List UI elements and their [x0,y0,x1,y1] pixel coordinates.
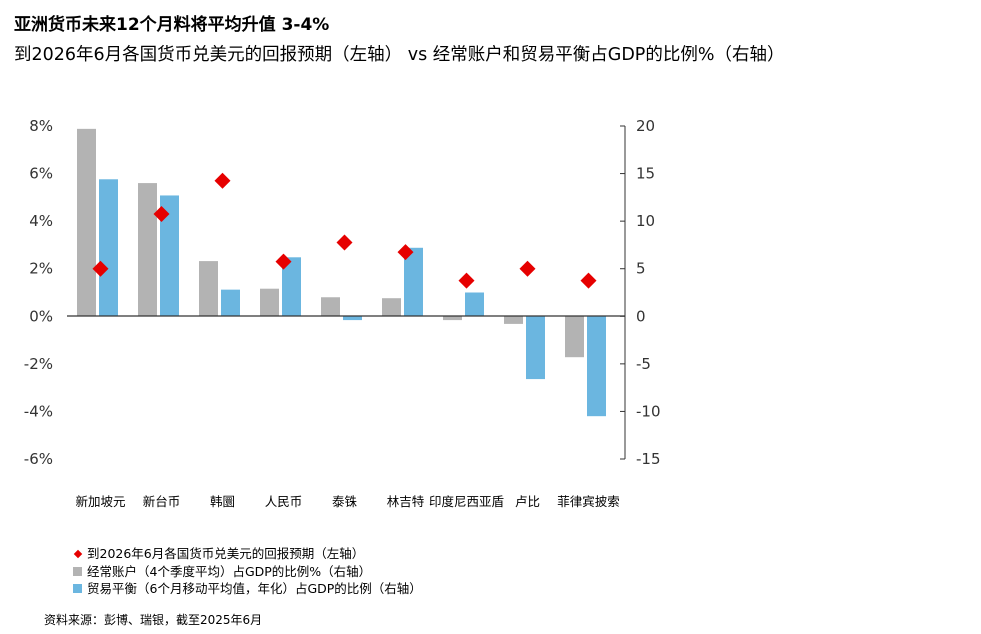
return-diamond-marker [580,272,597,289]
return-diamond-marker [397,244,414,261]
category-label: 菲律宾披索 [557,494,620,509]
right-axis-tick-label: -5 [636,355,651,373]
return-diamond-marker [519,260,536,277]
current-account-bar [77,128,96,316]
category-label: 印度尼西亚盾 [429,494,504,509]
current-account-bar [504,316,523,324]
left-axis-tick-label: 2% [29,260,53,278]
left-axis-tick-label: -4% [24,402,53,420]
right-axis-tick-label: 20 [636,117,655,135]
left-axis-tick-label: 4% [29,212,53,230]
return-diamond-marker [92,260,109,277]
left-axis-tick-label: 8% [29,117,53,135]
category-label: 新加坡元 [75,494,125,509]
source-note: 资料来源：彭博、瑞银，截至2025年6月 [44,613,263,627]
trade-balance-bar [221,289,240,316]
trade-balance-bar [587,316,606,417]
trade-balance-bar [404,247,423,316]
category-label: 人民币 [265,494,303,509]
trade-balance-bar [282,257,301,316]
category-label: 新台币 [143,494,181,509]
trade-balance-bar [160,195,179,316]
chart-subtitle: 到2026年6月各国货币兑美元的回报预期（左轴） vs 经常账户和贸易平衡占GD… [14,45,785,65]
legend-label-trade-balance: 贸易平衡（6个月移动平均值，年化）占GDP的比例（右轴） [87,581,422,596]
current-account-bar [260,288,279,316]
return-diamond-marker [336,234,353,251]
category-label: 韩圜 [210,494,235,509]
chart-title: 亚洲货币未来12个月料将平均升值 3-4% [14,15,330,35]
legend-blue-square [73,584,82,594]
legend-item-return: 到2026年6月各国货币兑美元的回报预期（左轴） [72,545,422,563]
trade-balance-bar [343,316,362,321]
current-account-bar [321,297,340,316]
left-axis-tick-label: 6% [29,165,53,183]
current-account-bar [443,316,462,321]
left-axis-tick-label: -2% [24,355,53,373]
return-diamond-marker [214,172,231,189]
trade-balance-bar [465,292,484,316]
current-account-bar [565,316,584,358]
right-axis-tick-label: -10 [636,402,661,420]
chart-legend: 到2026年6月各国货币兑美元的回报预期（左轴） 经常账户（4个季度平均）占GD… [72,545,422,598]
category-label: 泰铢 [332,494,358,509]
legend-label-current-account: 经常账户（4个季度平均）占GDP的比例%（右轴） [87,563,372,579]
category-label: 林吉特 [387,494,425,509]
legend-gray-square [73,566,82,576]
trade-balance-bar [99,179,118,316]
right-axis-tick-label: 15 [636,165,655,183]
category-label: 卢比 [515,494,540,509]
legend-item-current-account: 经常账户（4个季度平均）占GDP的比例%（右轴） [72,563,422,581]
right-axis-tick-label: -15 [636,450,661,468]
right-axis-tick-label: 5 [636,260,646,278]
return-diamond-marker [275,253,292,270]
right-axis-tick-label: 10 [636,212,655,230]
current-account-bar [199,261,218,316]
chart-plot: 8% 6% 4% 2% 0% -2% -4% -6% 20 15 10 5 0 -5 -10 -15 新加坡元 新… [24,117,661,509]
left-axis-tick-label: 0% [29,307,53,325]
legend-label-return: 到2026年6月各国货币兑美元的回报预期（左轴） [87,546,365,561]
current-account-bar [138,183,157,316]
left-axis-tick-label: -6% [24,450,53,468]
trade-balance-bar [526,316,545,380]
return-diamond-marker [153,206,170,223]
right-axis-tick-label: 0 [636,307,646,325]
legend-item-trade-balance: 贸易平衡（6个月移动平均值，年化）占GDP的比例（右轴） [72,580,422,598]
return-diamond-marker [458,272,475,289]
legend-diamond-marker [73,549,83,558]
current-account-bar [382,298,401,316]
